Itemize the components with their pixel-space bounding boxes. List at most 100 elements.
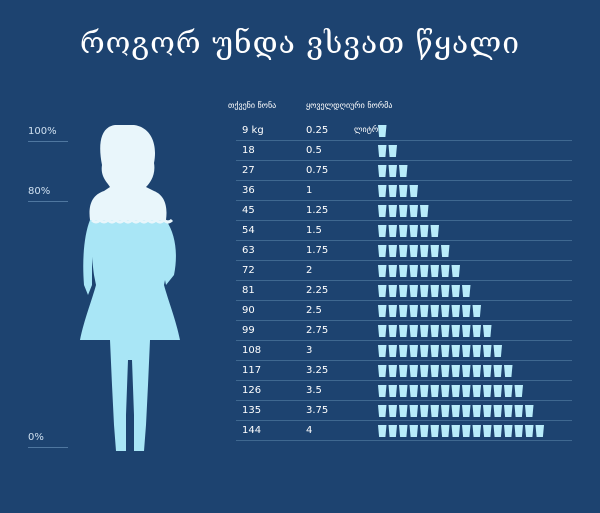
water-glass-icon <box>483 345 492 357</box>
liters-cell: 1.25 <box>306 205 329 216</box>
water-glass-icon <box>388 165 397 177</box>
water-glass-icon <box>430 425 439 437</box>
liters-cell: 0.75 <box>306 165 329 176</box>
header-norm: ყოველდღიური ნორმა <box>306 101 393 110</box>
water-glass-icon <box>441 265 450 277</box>
water-glass-icon <box>472 365 481 377</box>
water-glass-icon <box>430 365 439 377</box>
weight-cell: 135 <box>242 405 262 416</box>
water-glass-icon <box>378 425 387 437</box>
water-glass-icon <box>409 405 418 417</box>
weight-cell: 45 <box>242 205 255 216</box>
water-glass-icon <box>514 405 523 417</box>
water-glass-icon <box>430 305 439 317</box>
water-glass-icon <box>451 265 460 277</box>
weight-cell: 117 <box>242 365 262 376</box>
water-glass-icon <box>388 225 397 237</box>
table-row: 45 1.25 <box>236 201 572 221</box>
water-glass-icon <box>462 405 471 417</box>
water-glass-icon <box>409 185 418 197</box>
water-glass-icon <box>462 285 471 297</box>
water-glass-icon <box>399 345 408 357</box>
water-glass-icon <box>472 345 481 357</box>
water-glass-icon <box>451 305 460 317</box>
water-glass-icon <box>462 425 471 437</box>
water-glass-icon <box>399 365 408 377</box>
water-glass-icon <box>441 365 450 377</box>
water-glass-icon <box>420 385 429 397</box>
table-row: 144 4 <box>236 421 572 441</box>
water-glass-icon <box>483 405 492 417</box>
water-glass-icon <box>514 425 523 437</box>
liters-cell: 1.5 <box>306 225 322 236</box>
water-glass-icon <box>388 305 397 317</box>
water-glass-icon <box>493 345 502 357</box>
water-glass-icon <box>409 265 418 277</box>
glasses-group <box>378 325 492 337</box>
water-glass-icon <box>483 325 492 337</box>
table-row: 9 kg 0.25 ლიტრი <box>236 121 572 141</box>
liters-cell: 1.75 <box>306 245 329 256</box>
weight-cell: 126 <box>242 385 262 396</box>
liters-cell: 2 <box>306 265 313 276</box>
water-glass-icon <box>409 225 418 237</box>
water-glass-icon <box>409 245 418 257</box>
water-glass-icon <box>430 325 439 337</box>
water-glass-icon <box>441 345 450 357</box>
water-glass-icon <box>420 285 429 297</box>
water-glass-icon <box>420 305 429 317</box>
water-glass-icon <box>409 205 418 217</box>
weight-cell: 144 <box>242 425 262 436</box>
water-glass-icon <box>378 265 387 277</box>
water-glass-icon <box>420 265 429 277</box>
water-glass-icon <box>472 425 481 437</box>
water-glass-icon <box>409 325 418 337</box>
water-glass-icon <box>399 205 408 217</box>
weight-cell: 36 <box>242 185 255 196</box>
water-glass-icon <box>462 325 471 337</box>
weight-cell: 90 <box>242 305 255 316</box>
glasses-group <box>378 265 460 277</box>
water-glass-icon <box>388 345 397 357</box>
weight-cell: 99 <box>242 325 255 336</box>
water-glass-icon <box>399 165 408 177</box>
water-glass-icon <box>420 205 429 217</box>
water-glass-icon <box>493 365 502 377</box>
water-table: 9 kg 0.25 ლიტრი 18 0.5 27 0.75 36 1 45 1.25 54 1.5 63… <box>236 121 572 441</box>
water-glass-icon <box>525 425 534 437</box>
table-row: 81 2.25 <box>236 281 572 301</box>
water-glass-icon <box>378 125 387 137</box>
water-glass-icon <box>462 365 471 377</box>
water-glass-icon <box>535 425 544 437</box>
water-glass-icon <box>378 245 387 257</box>
water-glass-icon <box>451 405 460 417</box>
water-glass-icon <box>388 365 397 377</box>
water-glass-icon <box>441 305 450 317</box>
water-glass-icon <box>399 425 408 437</box>
water-glass-icon <box>430 245 439 257</box>
water-glass-icon <box>525 405 534 417</box>
water-glass-icon <box>409 365 418 377</box>
glasses-group <box>378 405 534 417</box>
water-glass-icon <box>441 285 450 297</box>
water-glass-icon <box>378 225 387 237</box>
water-glass-icon <box>399 405 408 417</box>
water-glass-icon <box>378 305 387 317</box>
water-glass-icon <box>409 425 418 437</box>
water-glass-icon <box>388 205 397 217</box>
weight-cell: 63 <box>242 245 255 256</box>
glasses-group <box>378 205 429 217</box>
liters-cell: 3.25 <box>306 365 329 376</box>
table-row: 72 2 <box>236 261 572 281</box>
liters-cell: 3 <box>306 345 313 356</box>
water-glass-icon <box>399 225 408 237</box>
liters-cell: 2.25 <box>306 285 329 296</box>
glasses-group <box>378 285 471 297</box>
water-glass-icon <box>378 165 387 177</box>
page-title: როგორ უნდა ვსვათ წყალი <box>79 26 521 61</box>
water-glass-icon <box>420 425 429 437</box>
liter-unit-label: ლიტრი <box>354 125 383 134</box>
liters-cell: 2.75 <box>306 325 329 336</box>
glasses-group <box>378 305 481 317</box>
table-row: 27 0.75 <box>236 161 572 181</box>
